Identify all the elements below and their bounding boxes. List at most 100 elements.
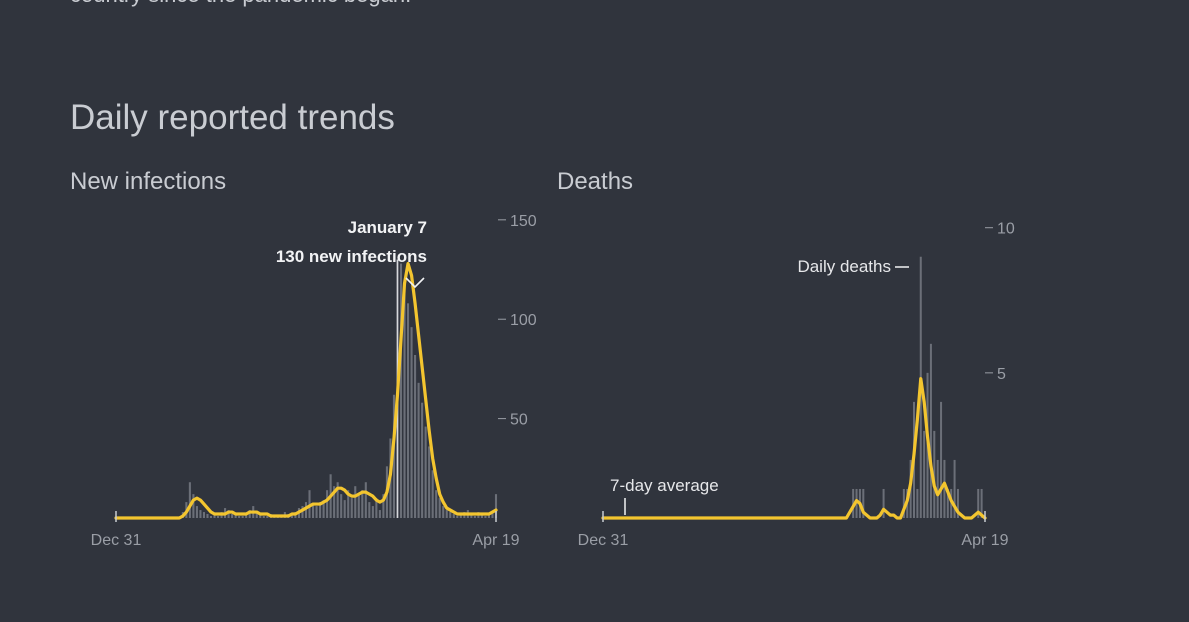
daily-bar <box>403 279 406 518</box>
daily-bar <box>195 506 198 518</box>
daily-bar <box>936 459 939 518</box>
seven-day-average-line <box>601 377 987 520</box>
daily-bar <box>417 382 420 518</box>
daily-bar <box>480 514 483 518</box>
daily-bar <box>357 494 360 518</box>
daily-bar <box>428 446 431 518</box>
daily-bar <box>213 514 216 518</box>
daily-bar <box>262 516 265 518</box>
section-title: Daily reported trends <box>70 98 395 137</box>
daily-bar <box>473 516 476 518</box>
daily-bar <box>326 490 329 518</box>
daily-bar <box>923 430 926 518</box>
peak-date-label: January 7 <box>348 218 427 237</box>
daily-bar <box>202 512 206 518</box>
daily-bar <box>980 488 983 518</box>
daily-bar <box>227 510 230 518</box>
daily-bar <box>248 510 251 518</box>
infections-chart-title: New infections <box>70 168 227 195</box>
daily-bar <box>209 516 213 518</box>
daily-bar <box>361 490 364 518</box>
daily-bar <box>311 504 315 518</box>
daily-bar <box>378 510 381 518</box>
daily-bar <box>431 470 434 518</box>
daily-bar <box>259 514 262 518</box>
intro-text: country since the pandemic began. <box>70 0 411 8</box>
y-tick-label: 50 <box>510 412 528 429</box>
daily-bar <box>192 494 195 518</box>
daily-bar <box>435 490 438 518</box>
daily-bar <box>336 482 339 518</box>
daily-bar <box>494 494 498 518</box>
daily-bar <box>371 506 374 518</box>
daily-bar <box>350 498 353 518</box>
daily-bar <box>449 512 452 518</box>
seven-day-average-line <box>114 261 498 520</box>
infections-chart: Dec 31 Apr 19 50 100 150 January 7 130 new inf… <box>91 213 537 549</box>
daily-bar <box>333 486 336 518</box>
daily-bar <box>375 498 378 518</box>
daily-bar <box>241 516 244 518</box>
daily-bar <box>343 500 346 518</box>
daily-bar <box>354 486 357 518</box>
daily-bar <box>304 502 308 518</box>
daily-bar <box>456 516 459 518</box>
y-tick-label: 10 <box>997 221 1015 238</box>
daily-bar <box>308 490 311 518</box>
daily-bar <box>234 514 237 518</box>
daily-bar <box>421 402 424 518</box>
x-tick-label: Apr 19 <box>961 532 1008 549</box>
daily-bar <box>188 482 191 518</box>
daily-bar <box>424 426 427 518</box>
daily-bar <box>410 327 413 518</box>
daily-bar <box>940 401 943 518</box>
daily-bar <box>445 510 448 518</box>
daily-bar <box>406 303 410 518</box>
daily-bar <box>902 488 905 518</box>
daily-bar <box>414 354 417 518</box>
daily-bar <box>199 510 202 518</box>
daily-bar <box>933 430 936 518</box>
peak-caret-icon <box>405 277 425 289</box>
daily-bar <box>953 459 956 518</box>
daily-bar <box>438 498 441 518</box>
daily-bar <box>452 514 455 518</box>
daily-bar <box>245 514 248 518</box>
daily-bar <box>315 506 318 518</box>
daily-bar <box>484 516 487 518</box>
daily-bar <box>977 488 980 518</box>
daily-bar <box>319 502 322 518</box>
daily-bar <box>216 516 220 518</box>
daily-bar <box>862 488 865 518</box>
daily-bar <box>322 500 325 518</box>
daily-bar <box>929 343 932 518</box>
y-tick-label: 100 <box>510 312 537 329</box>
daily-bar <box>916 488 919 518</box>
deaths-chart-title: Deaths <box>557 168 634 195</box>
daily-bar <box>459 514 462 518</box>
daily-bar <box>301 506 304 518</box>
daily-bar <box>943 459 946 518</box>
daily-bar <box>487 514 491 518</box>
daily-bar <box>470 514 473 518</box>
daily-bar <box>238 516 241 518</box>
x-tick-label: Apr 19 <box>472 532 519 549</box>
y-tick-label: 5 <box>997 366 1006 383</box>
seven-day-average-label: 7-day average <box>610 476 719 495</box>
x-tick-label: Dec 31 <box>578 532 629 549</box>
daily-bar <box>946 488 949 518</box>
daily-bar <box>340 494 343 518</box>
daily-bar <box>368 502 371 518</box>
daily-bar <box>399 263 403 518</box>
daily-bar <box>255 512 258 518</box>
y-tick-label: 150 <box>510 213 537 230</box>
daily-bar <box>290 514 293 518</box>
daily-bar <box>956 488 959 518</box>
deaths-chart: Dec 31 Apr 19 5 10 Daily deaths 7-day average <box>578 221 1015 549</box>
daily-bar <box>206 514 209 518</box>
daily-bar <box>882 488 885 518</box>
daily-deaths-label: Daily deaths <box>797 257 891 276</box>
peak-value-label: 130 new infections <box>276 247 427 266</box>
daily-bar <box>347 490 350 518</box>
